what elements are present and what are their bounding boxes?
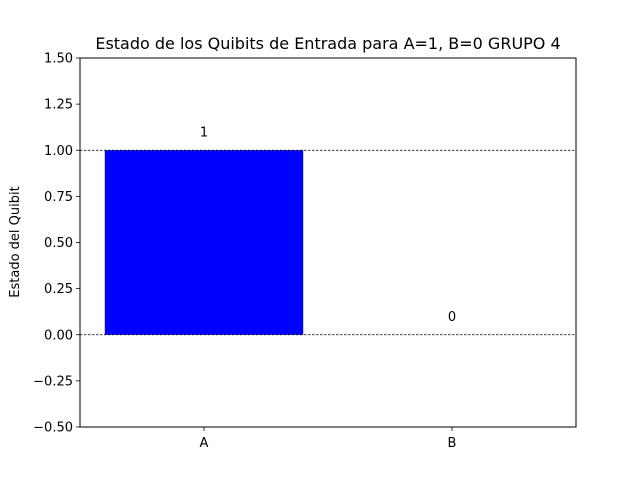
plot-area: −0.50 −0.25 0.00 0.25 0.50 0.75 1.00 1.25 1.50 A B…	[33, 52, 577, 451]
y-tick-label: 0.50	[44, 236, 73, 251]
data-label-A: 1	[200, 125, 208, 140]
y-tick-label: 0.75	[44, 190, 73, 205]
y-tick-label: −0.50	[33, 421, 73, 436]
x-tick-label-A: A	[200, 436, 209, 451]
y-axis-label: Estado del Quibit	[8, 186, 23, 297]
y-tick-label: −0.25	[33, 374, 73, 389]
x-tick-label-B: B	[448, 436, 457, 451]
y-tick-label: 1.50	[44, 52, 73, 67]
y-tick-label: 0.25	[44, 282, 73, 297]
bar-A	[104, 150, 304, 335]
y-tick-label: 0.00	[44, 328, 73, 343]
chart-title: Estado de los Quibits de Entrada para A=…	[95, 34, 560, 53]
y-tick-label: 1.00	[44, 144, 73, 159]
y-tick-label: 1.25	[44, 98, 73, 113]
data-label-B: 0	[448, 310, 456, 325]
